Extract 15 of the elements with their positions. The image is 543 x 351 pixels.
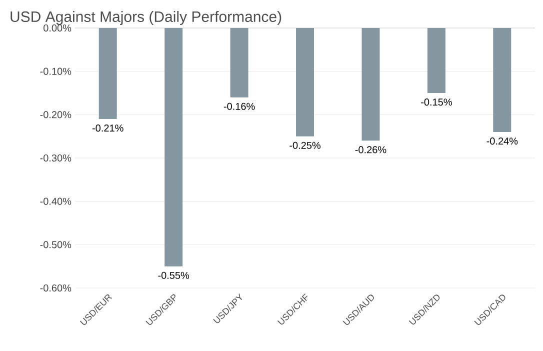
data-label: -0.15% (421, 98, 452, 106)
data-label: -0.21% (92, 124, 124, 132)
data-label: -0.26% (355, 146, 386, 154)
chart-title: USD Against Majors (Daily Performance) (10, 11, 282, 25)
y-tick-label: 0.00% (44, 24, 72, 32)
y-tick-label: -0.20% (40, 111, 72, 118)
data-label: -0.24% (486, 138, 518, 145)
y-tick-label: -0.60% (40, 284, 72, 292)
y-tick-label: -0.30% (40, 154, 72, 162)
y-tick-label: -0.10% (40, 68, 72, 75)
data-label: -0.55% (158, 272, 190, 279)
y-tick-label: -0.50% (40, 241, 72, 248)
y-tick-label: -0.40% (40, 198, 72, 205)
data-label: -0.25% (290, 142, 320, 149)
data-label: -0.16% (224, 102, 255, 110)
